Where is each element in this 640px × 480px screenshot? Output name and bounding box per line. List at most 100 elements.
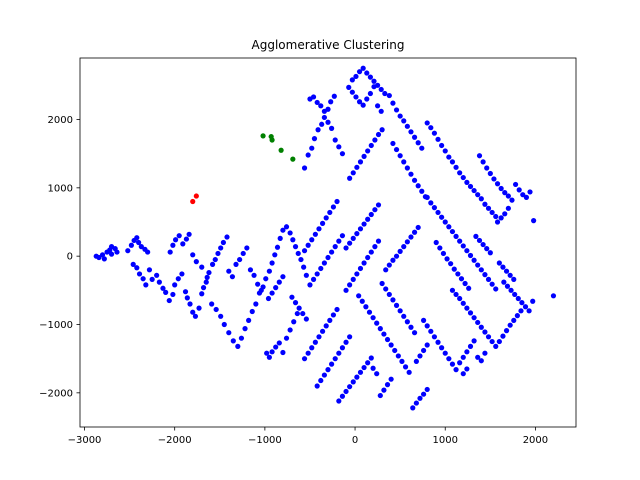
data-point [125, 248, 131, 254]
data-point [475, 262, 481, 268]
data-point [439, 214, 445, 220]
data-point [435, 209, 441, 216]
data-point [339, 393, 346, 399]
data-point [424, 323, 430, 329]
data-point [213, 306, 219, 313]
data-point [296, 305, 302, 311]
data-point [442, 219, 448, 225]
data-point [494, 219, 501, 225]
data-point [523, 194, 530, 200]
data-point [336, 238, 342, 244]
data-point [190, 252, 196, 258]
data-point [460, 174, 466, 181]
data-point [453, 367, 459, 373]
data-point [357, 159, 364, 165]
data-point [437, 245, 443, 251]
data-point [550, 293, 557, 299]
data-point [149, 276, 155, 282]
data-point [404, 123, 410, 129]
data-point [411, 134, 418, 140]
data-point [292, 300, 299, 306]
data-point [290, 237, 296, 243]
data-point [498, 185, 504, 192]
data-point [489, 209, 495, 216]
data-point [471, 187, 477, 194]
data-point [531, 218, 537, 224]
data-point [449, 361, 456, 367]
data-point [485, 276, 492, 282]
data-point [457, 238, 463, 244]
data-point [350, 276, 356, 282]
data-point [263, 276, 269, 282]
data-point [411, 177, 418, 183]
data-point [462, 280, 468, 287]
data-point [347, 282, 353, 288]
data-point [420, 317, 427, 323]
data-point [266, 268, 272, 274]
data-point [321, 108, 327, 114]
data-point [507, 322, 513, 328]
data-point [99, 252, 106, 258]
data-point [269, 137, 275, 143]
data-point [172, 237, 179, 243]
data-point [365, 148, 371, 154]
data-point [374, 320, 380, 326]
data-point [378, 86, 384, 93]
data-point [321, 114, 327, 121]
data-point [464, 248, 470, 254]
data-point [354, 374, 360, 380]
data-point [329, 361, 335, 367]
data-point [397, 248, 403, 254]
data-point [154, 272, 160, 278]
data-point [446, 356, 452, 362]
data-point [334, 306, 340, 313]
data-point [269, 349, 275, 355]
data-point [170, 291, 176, 298]
data-point [166, 297, 172, 304]
data-point [476, 237, 483, 244]
data-point [511, 317, 517, 323]
x-axis: −3000 −2000 −1000 0 1000 2000 [68, 427, 548, 446]
data-point [328, 99, 334, 105]
data-point [311, 136, 318, 142]
data-point [415, 140, 421, 146]
data-point [273, 285, 279, 291]
data-point [371, 84, 377, 90]
data-point [480, 241, 486, 248]
data-point [314, 99, 320, 106]
data-point [290, 156, 296, 162]
data-point [379, 280, 385, 287]
data-point [392, 347, 398, 354]
data-point [319, 328, 326, 334]
data-point [199, 264, 205, 270]
data-point [359, 298, 365, 304]
data-point [404, 239, 410, 245]
data-point [365, 216, 371, 222]
data-point [238, 335, 245, 341]
data-point [266, 354, 272, 360]
data-point [312, 231, 318, 237]
data-point [319, 121, 325, 127]
data-point [283, 224, 290, 230]
chart-title: Agglomerative Clustering [252, 38, 405, 52]
data-point [350, 379, 356, 385]
data-point [283, 335, 290, 341]
data-point [446, 154, 452, 160]
data-point [449, 159, 456, 165]
data-point [484, 165, 490, 171]
data-point [242, 326, 248, 332]
data-point [220, 239, 226, 246]
data-point [363, 304, 369, 310]
data-point [381, 331, 387, 337]
data-point [319, 220, 326, 226]
data-point [212, 256, 218, 263]
data-point [199, 291, 205, 297]
data-point [453, 233, 459, 239]
data-point [428, 200, 434, 206]
data-point [428, 125, 434, 131]
data-point [136, 271, 143, 277]
data-point [274, 244, 281, 250]
data-point [467, 252, 474, 259]
data-point [136, 239, 142, 246]
data-point [300, 310, 306, 317]
